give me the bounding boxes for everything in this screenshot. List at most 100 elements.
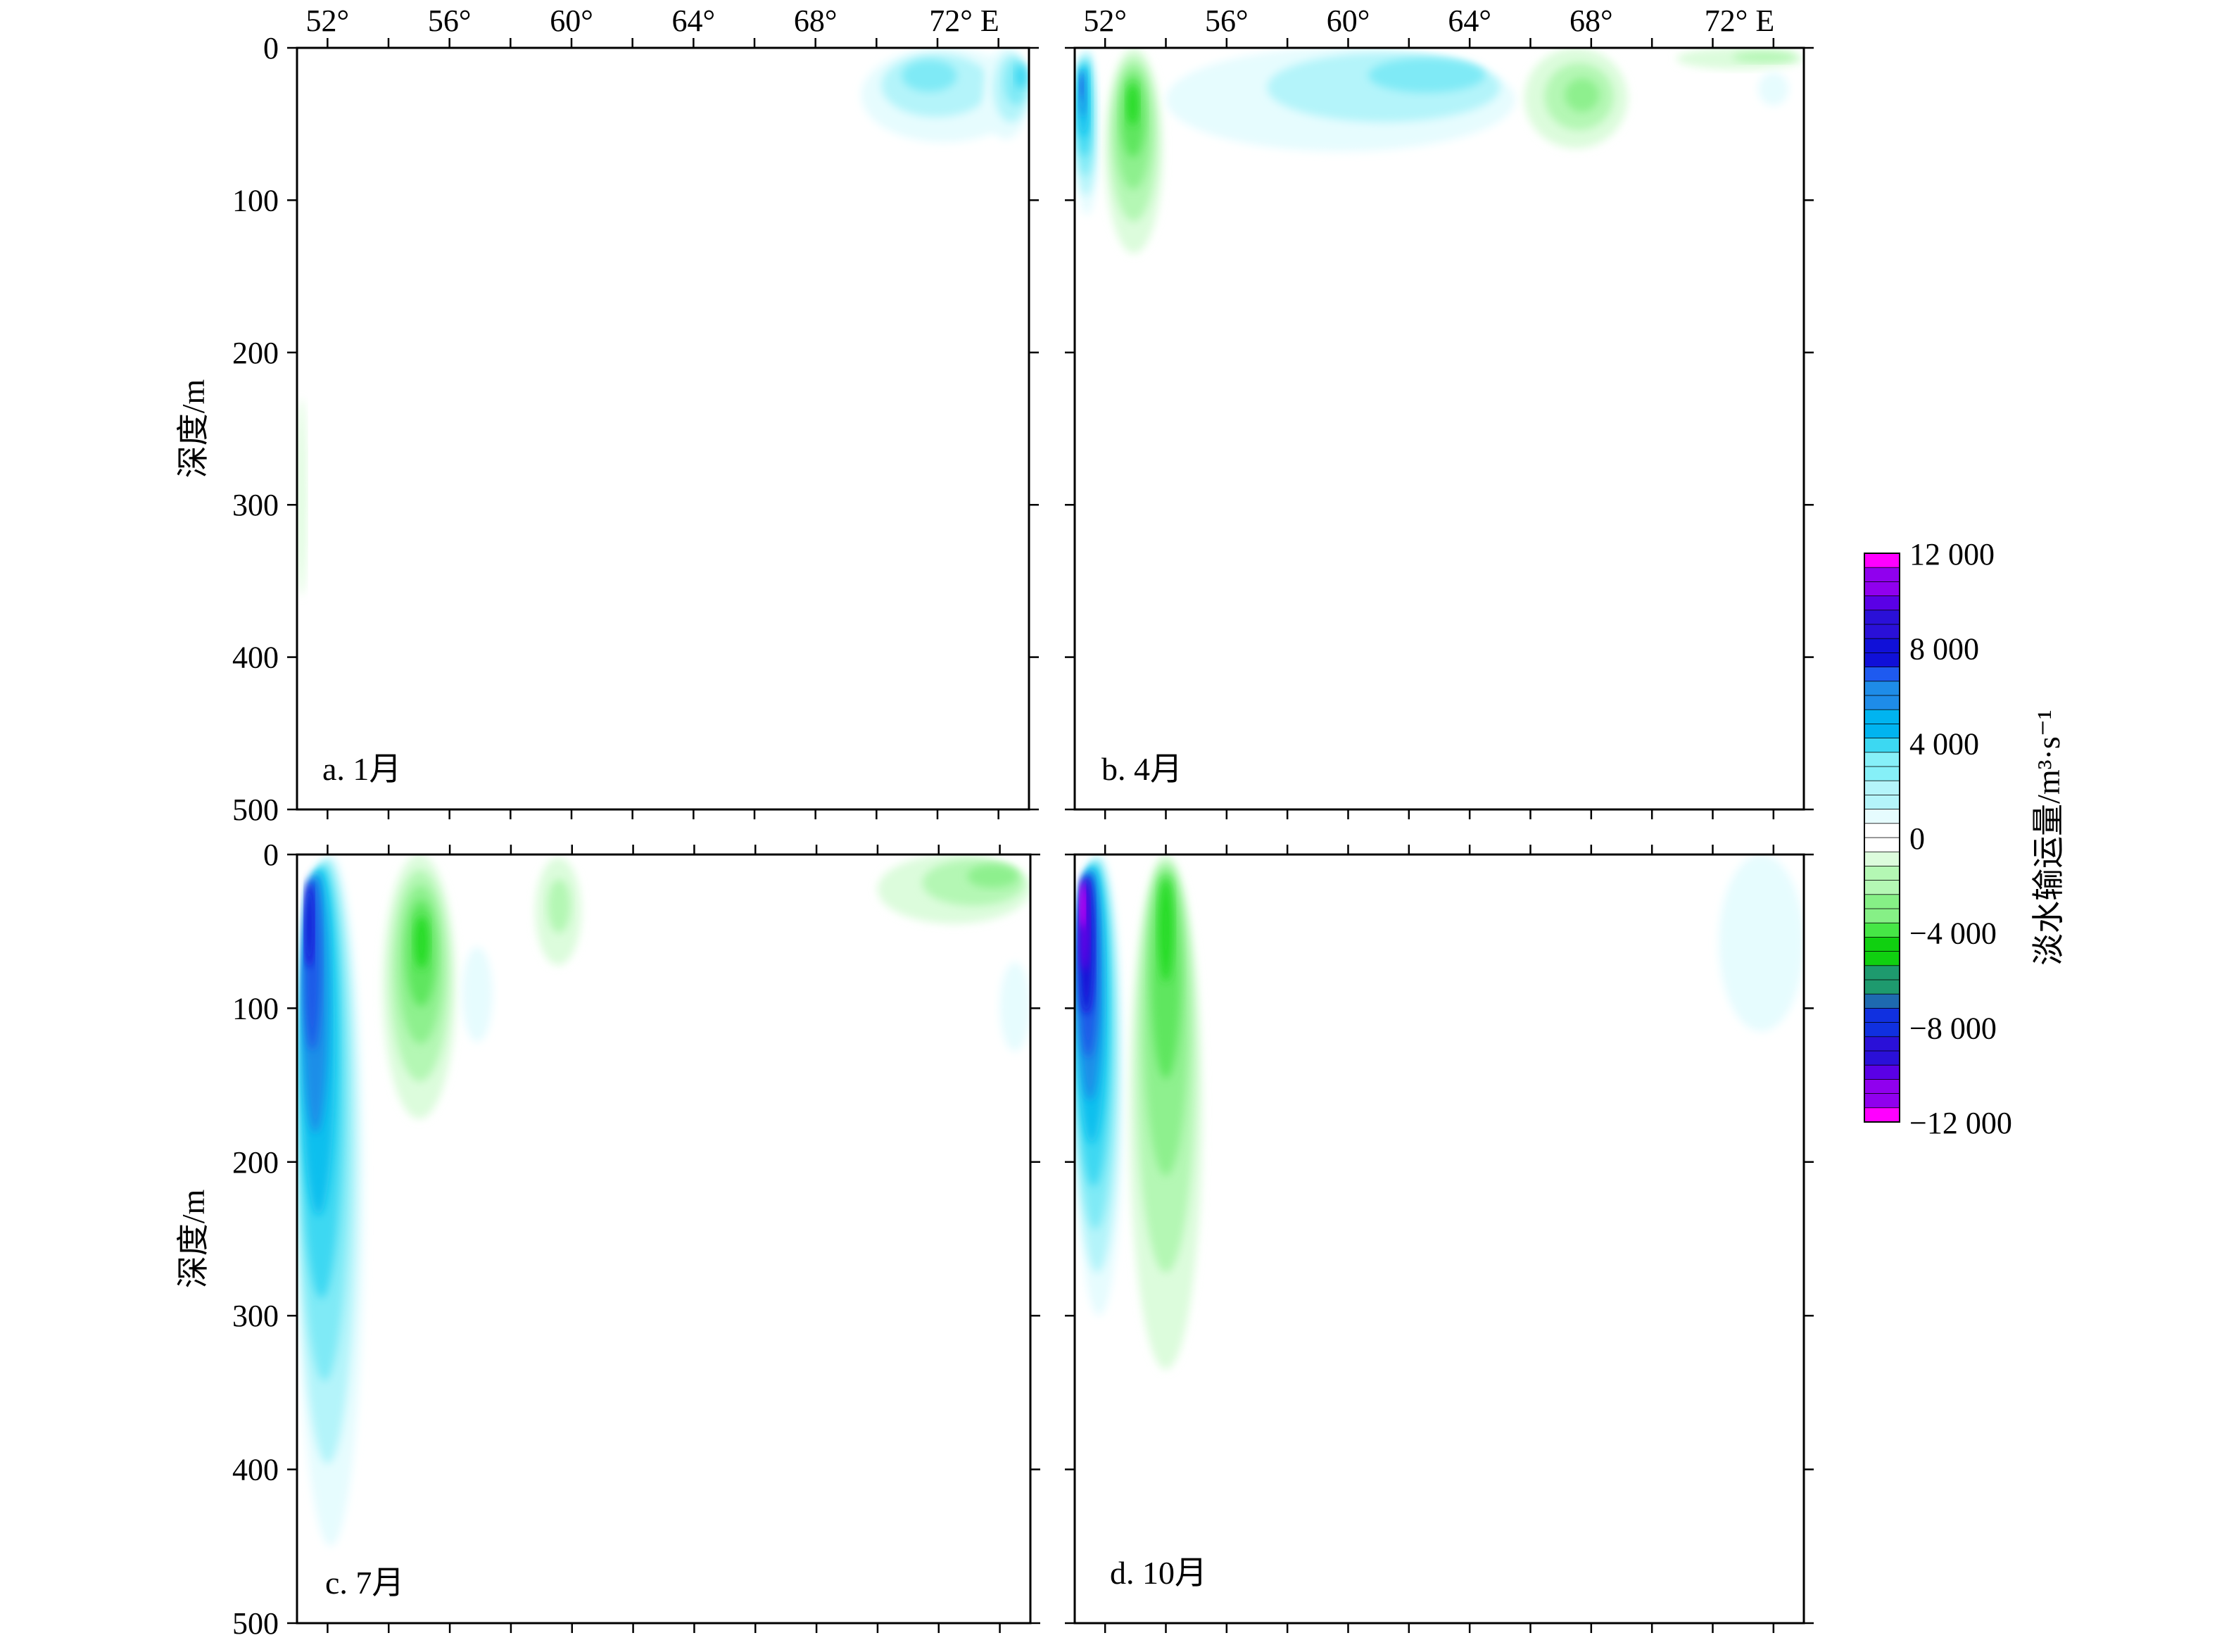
y-tick-label: 0 [263,31,279,65]
colorbar-band [1864,866,1900,881]
x-tick-labels-top-left: 52° 56° 60° 64° 68° 72° E [306,4,999,38]
colorbar-tick-label: −12 000 [1909,1106,2012,1140]
panel-b-contour-3-level-2 [1565,78,1600,112]
colorbar-tick-label: −4 000 [1909,916,1997,951]
colorbar-band [1864,624,1900,640]
y-tick-labels-bottom: 0 100 200 300 400 500 [232,838,279,1641]
colorbar-band [1864,780,1900,796]
colorbar-band [1864,581,1900,597]
colorbar-tick-label: −8 000 [1909,1011,1997,1045]
colorbar-band [1864,667,1900,682]
colorbar-band [1864,922,1900,938]
colorbar-frame [1864,553,1900,1123]
colorbar-band [1864,965,1900,981]
panel-a-fields [297,48,1029,597]
y-axis-title-bottom: 深度/m [175,1190,211,1289]
colorbar-band [1864,1079,1900,1095]
x-tick-label: 68° [794,4,838,38]
colorbar-band [1864,1050,1900,1066]
x-tick-label: 56° [428,4,472,38]
colorbar-band [1864,1022,1900,1038]
colorbar-band [1864,951,1900,966]
y-tick-label: 0 [263,838,279,872]
colorbar-tick-label: 8 000 [1909,632,1979,667]
colorbar-band [1864,652,1900,668]
panel-c-contour-1-level-4 [414,916,429,969]
panel-a: a. 1月 [287,38,1039,819]
colorbar-band [1864,979,1900,995]
y-tick-label: 500 [232,1606,279,1641]
x-tick-label: 60° [1327,4,1370,38]
panel-c: c. 7月 [287,845,1040,1633]
panel-b-contour-4-level-1 [1732,51,1797,63]
panel-c-contour-4-level-2 [967,864,1018,888]
x-tick-label: 60° [550,4,593,38]
colorbar-tick-label: 0 [1909,821,1925,856]
panel-b-fields [1075,48,1804,254]
x-tick-label: 56° [1205,4,1249,38]
panel-a-frame [296,46,1030,811]
colorbar-band [1864,1064,1900,1080]
y-tick-labels-top: 0 100 200 300 400 500 [232,31,279,827]
x-tick-label: 72° E [929,4,999,38]
colorbar-band [1864,695,1900,711]
panel-b-contour-1-level-4 [1127,84,1139,126]
colorbar-band [1864,823,1900,838]
panel-d-label: d. 10月 [1110,1555,1207,1591]
panel-b-contour-2-level-2 [1368,58,1485,93]
colorbar-bands [1864,553,1900,1123]
x-tick-label: 64° [1448,4,1491,38]
colorbar-band [1864,1008,1900,1023]
panel-d-contour-1-level-4 [1158,878,1173,983]
y-tick-label: 300 [232,1299,279,1333]
panel-c-contour-2-level-0 [462,947,493,1042]
panel-c-ticks [287,845,1040,1633]
colorbar-band [1864,595,1900,611]
panel-d: d. 10月 [1065,845,1814,1633]
colorbar: 12 000 8 000 4 000 0 −4 000 −8 000 −12 000 淡水输… [1864,537,2066,1140]
colorbar-band [1864,937,1900,952]
panel-c-label: c. 7月 [325,1565,404,1601]
y-tick-label: 500 [232,793,279,827]
colorbar-tick-label: 4 000 [1909,726,1979,761]
panel-d-contour-0-level-9 [1080,882,1085,928]
panel-c-contour-0-level-7 [305,881,314,969]
y-tick-label: 100 [232,991,279,1026]
x-tick-label: 64° [672,4,716,38]
y-tick-label: 200 [232,336,279,370]
colorbar-band [1864,993,1900,1009]
colorbar-band [1864,709,1900,725]
colorbar-tick-label: 12 000 [1909,537,1995,572]
colorbar-band [1864,1107,1900,1123]
colorbar-band [1864,1036,1900,1052]
colorbar-band [1864,837,1900,853]
panel-a-contour-1-level-3 [1015,65,1027,88]
colorbar-tick-labels: 12 000 8 000 4 000 0 −4 000 −8 000 −12 000 [1909,537,2012,1140]
panel-b-frame [1073,46,1805,811]
panel-a-ticks [287,38,1039,819]
y-tick-label: 100 [232,183,279,217]
colorbar-band [1864,553,1900,569]
panel-b-contour-5-level-0 [1758,72,1789,106]
y-tick-label: 400 [232,641,279,675]
panel-a-label: a. 1月 [322,751,401,787]
panel-b-contour-0-level-6 [1080,74,1084,99]
panel-a-contour-2-level-0 [297,398,306,597]
colorbar-band [1864,766,1900,782]
panel-b-label: b. 4月 [1101,751,1182,787]
colorbar-band [1864,1093,1900,1109]
colorbar-band [1864,795,1900,810]
colorbar-band [1864,851,1900,867]
y-tick-label: 300 [232,488,279,522]
colorbar-band [1864,752,1900,767]
panel-c-frame [296,853,1032,1625]
colorbar-band [1864,908,1900,924]
colorbar-band [1864,610,1900,625]
colorbar-band [1864,738,1900,753]
y-axis-title-top: 深度/m [175,379,211,479]
x-tick-labels-top-right: 52° 56° 60° 64° 68° 72° E [1083,4,1774,38]
x-tick-label: 68° [1569,4,1613,38]
panel-d-ticks [1065,845,1814,1633]
colorbar-band [1864,638,1900,654]
